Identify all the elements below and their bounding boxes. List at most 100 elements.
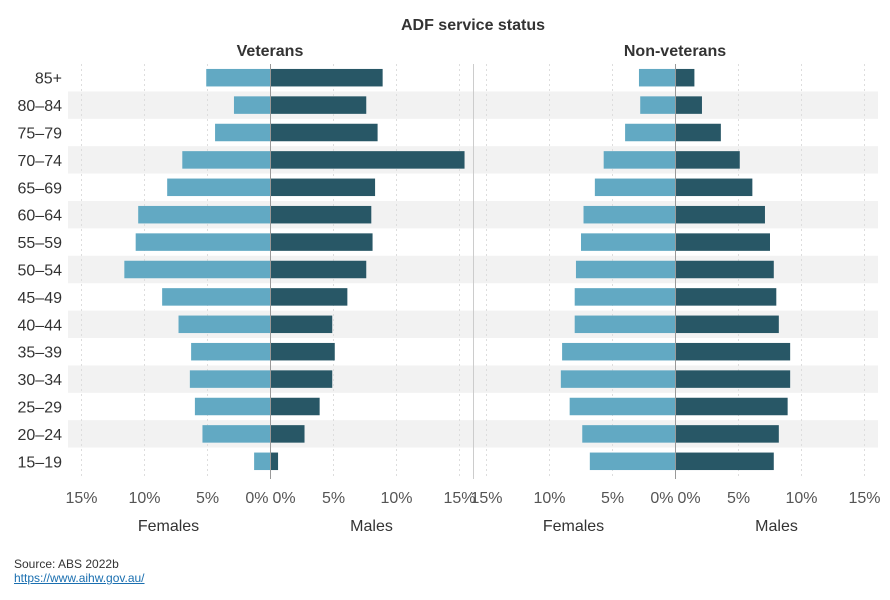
panel-veterans: Veterans 15% 10% 5% 0% 0% 5% 10% 15% Females Males: [65, 43, 475, 535]
category-label: 85+: [35, 71, 62, 88]
bar-females: [603, 151, 676, 169]
category-label: 30–34: [18, 372, 63, 389]
bar-females: [594, 178, 676, 197]
panel-title: Non-veterans: [624, 43, 726, 60]
bar-females: [189, 370, 271, 388]
category-label: 20–24: [18, 427, 63, 444]
bar-females: [194, 397, 271, 416]
x-tick-label: 15%: [848, 490, 880, 507]
x-label-males: Males: [350, 518, 393, 535]
x-label-males: Males: [755, 518, 798, 535]
x-tick-label: 15%: [443, 490, 475, 507]
x-label-females: Females: [543, 518, 604, 535]
bar-females: [135, 233, 271, 251]
category-label: 40–44: [18, 317, 63, 334]
category-label: 25–29: [18, 400, 63, 417]
bar-males: [270, 151, 465, 169]
bar-males: [675, 288, 777, 306]
bar-males: [270, 68, 383, 87]
bar-males: [270, 260, 367, 279]
bar-males: [675, 205, 765, 224]
bar-females: [581, 233, 676, 251]
bar-females: [191, 342, 271, 361]
bar-males: [675, 425, 779, 443]
bar-females: [582, 425, 676, 443]
bar-females: [640, 96, 676, 114]
x-tick-label: 0%: [273, 490, 296, 507]
category-label: 15–19: [18, 454, 63, 471]
bar-females: [167, 178, 271, 197]
bar-males: [675, 342, 791, 361]
source-link[interactable]: https://www.aihw.gov.au/: [14, 571, 145, 585]
bar-females: [162, 288, 271, 306]
bar-males: [675, 233, 770, 251]
source-text: Source: ABS 2022b: [14, 557, 119, 571]
bar-females: [124, 260, 271, 279]
bar-females: [569, 397, 676, 416]
bar-males: [270, 370, 333, 388]
bar-males: [270, 96, 367, 114]
source-block: Source: ABS 2022b https://www.aihw.gov.a…: [14, 557, 145, 585]
category-label: 65–69: [18, 180, 63, 197]
bar-males: [270, 205, 372, 224]
bar-females: [625, 123, 676, 142]
category-label: 60–64: [18, 208, 63, 225]
category-label: 70–74: [18, 153, 63, 170]
bar-females: [254, 452, 271, 471]
x-tick-label: 5%: [727, 490, 750, 507]
category-label: 75–79: [18, 126, 63, 143]
bar-males: [675, 123, 721, 142]
bar-females: [589, 452, 676, 471]
bar-males: [675, 260, 774, 279]
bar-males: [270, 288, 348, 306]
bar-females: [138, 205, 271, 224]
x-tick-label: 10%: [785, 490, 817, 507]
bar-females: [574, 288, 676, 306]
x-tick-label: 10%: [533, 490, 565, 507]
x-tick-label: 5%: [601, 490, 624, 507]
bar-males: [675, 315, 779, 334]
bar-females: [562, 342, 676, 361]
category-label: 80–84: [18, 98, 63, 115]
x-tick-label: 0%: [678, 490, 701, 507]
bar-males: [675, 397, 788, 416]
bar-males: [675, 452, 774, 471]
category-label: 55–59: [18, 235, 63, 252]
bar-males: [270, 315, 333, 334]
bar-females: [574, 315, 676, 334]
bar-females: [182, 151, 271, 169]
bar-females: [583, 205, 676, 224]
bar-females: [638, 68, 676, 87]
panel-non-veterans: Non-veterans 15% 10% 5% 0% 0% 5% 10% 15% Females M…: [470, 43, 880, 535]
category-label: 35–39: [18, 345, 63, 362]
x-tick-label: 0%: [245, 490, 268, 507]
bar-females: [575, 260, 676, 279]
bar-females: [178, 315, 271, 334]
bar-males: [675, 96, 702, 114]
bar-females: [202, 425, 271, 443]
bar-females: [215, 123, 271, 142]
panels: Veterans 15% 10% 5% 0% 0% 5% 10% 15% Females Males…: [65, 43, 880, 535]
x-tick-label: 15%: [470, 490, 502, 507]
bar-males: [270, 397, 320, 416]
bar-males: [270, 178, 376, 197]
bar-males: [270, 123, 378, 142]
bar-males: [675, 151, 740, 169]
bar-males: [270, 233, 373, 251]
x-tick-label: 5%: [322, 490, 345, 507]
x-tick-label: 5%: [196, 490, 219, 507]
bar-females: [233, 96, 271, 114]
category-labels: 85+ 80–84 75–79 70–74 65–69 60–64 55–59 50–54 45…: [18, 71, 63, 472]
x-tick-label: 10%: [128, 490, 160, 507]
x-label-females: Females: [138, 518, 199, 535]
bar-males: [270, 425, 305, 443]
bar-females: [206, 68, 271, 87]
bar-females: [560, 370, 676, 388]
category-label: 50–54: [18, 263, 63, 280]
chart-title: ADF service status: [401, 17, 545, 34]
bar-males: [270, 342, 335, 361]
panel-title: Veterans: [237, 43, 304, 60]
x-tick-label: 10%: [380, 490, 412, 507]
bar-males: [675, 178, 753, 197]
